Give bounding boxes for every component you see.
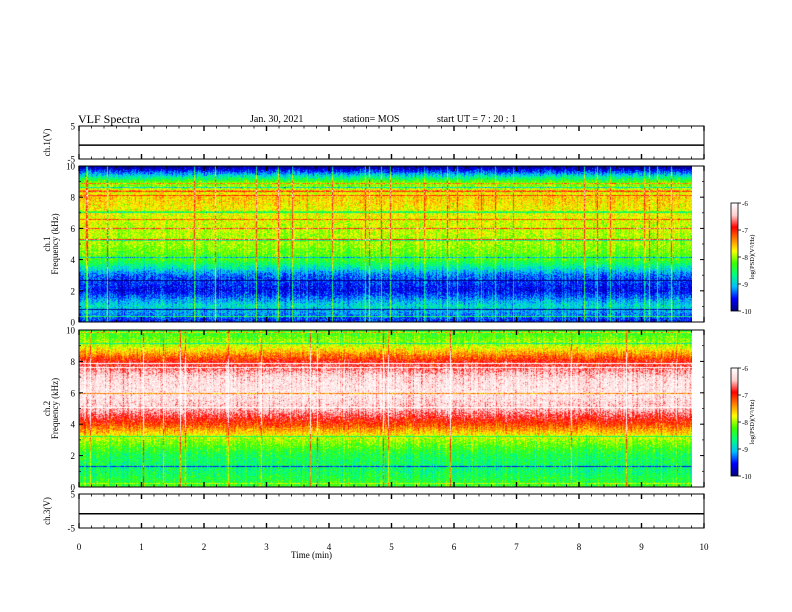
ch2-spectrogram-image [79, 330, 692, 487]
ch1-spectrogram-ytick-label: 8 [71, 193, 76, 203]
xtick-label: 1 [139, 542, 144, 552]
ch1-spectrogram-ylabel: Frequency (kHz) [50, 213, 60, 274]
colorbar-2-tick-label: -7 [742, 392, 748, 400]
xtick-label: 4 [327, 542, 332, 552]
colorbar-2-tick-label: -8 [742, 419, 748, 427]
xtick-label: 5 [389, 542, 394, 552]
ch1-waveform-ylabel: ch.1(V) [42, 129, 52, 157]
colorbar-1-tick-label: -6 [742, 200, 748, 208]
xtick-label: 10 [700, 542, 710, 552]
ch2-spectrogram-ytick-label: 2 [71, 451, 76, 461]
colorbar-1-label: log(PSD)(V²/Hz) [749, 235, 756, 280]
colorbar-1 [731, 203, 738, 311]
ch1-waveform-ytick-label: -5 [68, 155, 76, 165]
colorbar-2 [731, 368, 738, 476]
colorbar-1-tick-label: -9 [742, 281, 748, 289]
ch2-spectrogram-ytick-label: 8 [71, 357, 76, 367]
ch2-spectrogram-ytick-label: 10 [66, 326, 76, 336]
ch2-spectrogram-ytick-label: 6 [71, 388, 76, 398]
ch1-spectrogram-ytick-label: 10 [66, 162, 76, 172]
xtick-label: 7 [514, 542, 519, 552]
start-ut-label: start UT = 7 : 20 : 1 [437, 114, 517, 125]
colorbar-2-tick-label: -6 [742, 365, 748, 373]
ch1-spectrogram-ytick-label: 4 [71, 255, 76, 265]
colorbar-1-tick-label: -10 [742, 308, 752, 316]
ch1-spectrogram-ytick-label: 0 [71, 318, 76, 328]
ch1-spectrogram-ytick-label: 6 [71, 224, 76, 234]
ch2-spectrogram-ytick-label: 4 [71, 420, 76, 430]
colorbar-1-tick-label: -8 [742, 254, 748, 262]
xtick-label: 8 [577, 542, 582, 552]
ch3-waveform-ytick-label: -5 [68, 524, 76, 534]
colorbar-2-tick-label: -10 [742, 473, 752, 481]
xtick-label: 2 [202, 542, 207, 552]
xtick-label: 9 [639, 542, 644, 552]
ch1-waveform-ytick-label: 5 [71, 122, 76, 132]
ch1-spectrogram-channel-label: ch.1 [42, 236, 52, 251]
chart-title: VLF Spectra [78, 112, 140, 126]
ch1-spectrogram-image [79, 166, 692, 322]
ch2-spectrogram-channel-label: ch.2 [42, 401, 52, 416]
xtick-label: 0 [77, 542, 82, 552]
xtick-label: 3 [264, 542, 269, 552]
axes-layer [78, 125, 741, 529]
ch1-spectrogram-ytick-label: 2 [71, 286, 76, 296]
ch3-waveform-ytick-label: 5 [71, 490, 76, 500]
ch2-spectrogram-ylabel: Frequency (kHz) [50, 378, 60, 439]
spectrogram-layer [79, 166, 738, 487]
xtick-label: 6 [452, 542, 457, 552]
colorbar-2-tick-label: -9 [742, 446, 748, 454]
colorbar-1-tick-label: -7 [742, 227, 748, 235]
station-label: station= MOS [343, 114, 400, 125]
ch3-waveform-ylabel: ch.3(V) [42, 497, 52, 525]
ch2-spectrogram-ytick-label: 0 [71, 483, 76, 493]
labels-layer: -6 -7 -8 -9 -10 log(PSD)(V²/Hz) -6 -7 -8 -9 -10 log… [42, 122, 756, 561]
xaxis-label: Time (min) [291, 550, 332, 560]
colorbar-2-label: log(PSD)(V²/Hz) [749, 400, 756, 445]
date-label: Jan. 30, 2021 [250, 114, 304, 125]
